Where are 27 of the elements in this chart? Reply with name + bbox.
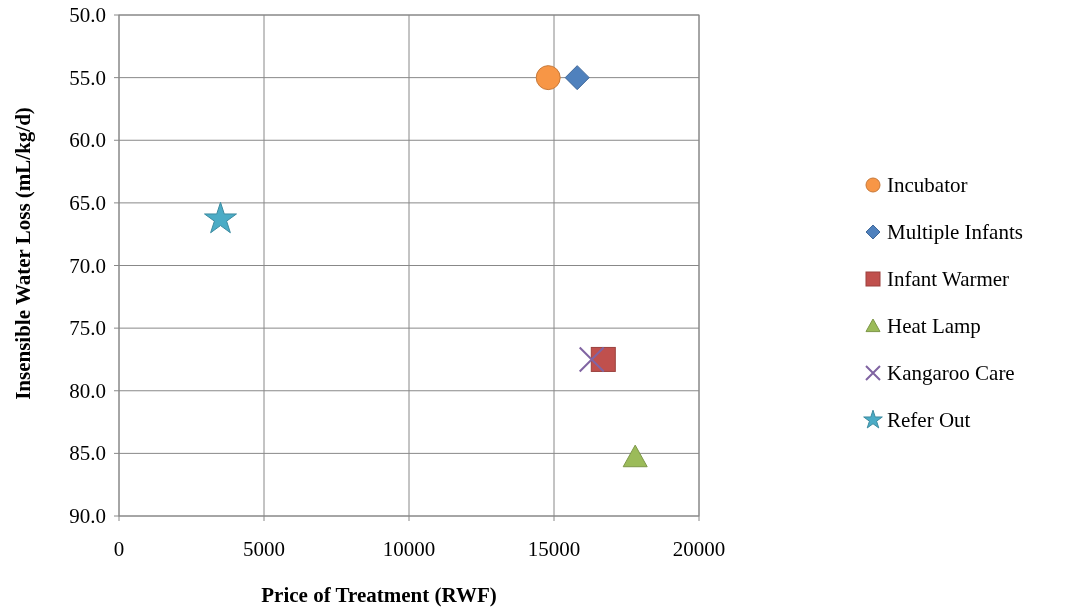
y-tick-label: 90.0 xyxy=(69,504,106,528)
x-tick-label: 20000 xyxy=(672,537,726,561)
legend-label: Incubator xyxy=(887,173,968,197)
legend-label: Multiple Infants xyxy=(887,220,1023,244)
legend-label: Heat Lamp xyxy=(887,314,981,338)
point xyxy=(578,346,605,373)
y-tick-label: 50.0 xyxy=(69,3,106,27)
x-tick-label: 0 xyxy=(113,537,125,561)
y-tick-label: 85.0 xyxy=(69,441,106,466)
legend-label: Refer Out xyxy=(887,408,971,432)
x-tick-label: 15000 xyxy=(527,537,581,561)
point xyxy=(204,201,237,234)
point xyxy=(622,444,648,468)
y-tick-label: 70.0 xyxy=(69,253,106,278)
point xyxy=(564,65,590,91)
x-tick-label: 5000 xyxy=(243,537,285,561)
y-tick-label: 65.0 xyxy=(69,190,106,215)
x-axis-title: Price of Treatment (RWF) xyxy=(261,583,497,607)
x-tick-label: 10000 xyxy=(382,537,436,561)
legend-label: Infant Warmer xyxy=(887,267,1010,291)
y-tick-label: 80.0 xyxy=(69,378,106,403)
legend-label: Kangaroo Care xyxy=(887,361,1015,385)
y-axis-title: Insensible Water Loss (mL/kg/d) xyxy=(11,107,35,400)
point xyxy=(535,65,561,91)
y-tick-label: 55.0 xyxy=(69,65,106,90)
y-tick-label: 60.0 xyxy=(69,128,106,153)
y-tick-label: 75.0 xyxy=(69,316,106,341)
